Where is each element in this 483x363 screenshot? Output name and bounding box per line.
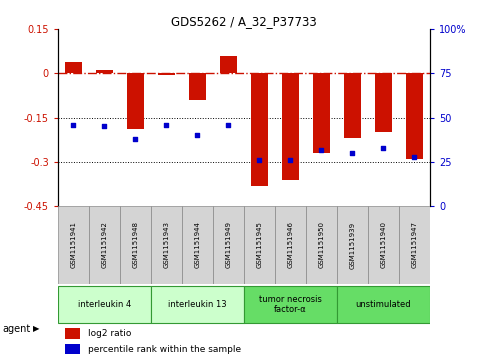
Text: GSM1151943: GSM1151943 [163, 221, 170, 269]
Bar [244, 286, 337, 323]
Bar [65, 343, 80, 354]
Bar [58, 286, 151, 323]
Bar [375, 73, 392, 132]
Bar [182, 206, 213, 284]
Text: GSM1151942: GSM1151942 [101, 221, 107, 268]
Bar [127, 73, 144, 130]
Text: GSM1151941: GSM1151941 [71, 221, 76, 269]
Point [70, 122, 77, 128]
Text: GSM1151939: GSM1151939 [349, 221, 355, 269]
Text: percentile rank within the sample: percentile rank within the sample [88, 344, 241, 354]
Bar [151, 206, 182, 284]
Text: GSM1151946: GSM1151946 [287, 221, 293, 269]
Point [131, 136, 139, 142]
Bar [313, 73, 330, 153]
Text: ▶: ▶ [33, 324, 39, 333]
Point [411, 154, 418, 159]
Bar [89, 206, 120, 284]
Text: agent: agent [2, 323, 30, 334]
Title: GDS5262 / A_32_P37733: GDS5262 / A_32_P37733 [171, 15, 317, 28]
Bar [282, 73, 299, 180]
Point [163, 122, 170, 128]
Bar [344, 73, 361, 138]
Text: tumor necrosis
factor-α: tumor necrosis factor-α [259, 295, 322, 314]
Text: GSM1151947: GSM1151947 [412, 221, 417, 269]
Bar [220, 56, 237, 73]
Bar [251, 73, 268, 185]
Bar [158, 73, 175, 75]
Text: GSM1151949: GSM1151949 [226, 221, 231, 269]
Bar [337, 286, 430, 323]
Point [100, 123, 108, 129]
Bar [337, 206, 368, 284]
Text: GSM1151940: GSM1151940 [381, 221, 386, 269]
Bar [306, 206, 337, 284]
Bar [406, 73, 423, 159]
Bar [244, 206, 275, 284]
Point [194, 132, 201, 138]
Text: GSM1151945: GSM1151945 [256, 221, 262, 268]
Bar [65, 61, 82, 73]
Point [349, 150, 356, 156]
Bar [189, 73, 206, 100]
Text: GSM1151948: GSM1151948 [132, 221, 139, 269]
Text: interleukin 4: interleukin 4 [78, 300, 131, 309]
Bar [213, 206, 244, 284]
Bar [58, 206, 89, 284]
Point [317, 147, 325, 152]
Bar [151, 286, 244, 323]
Point [256, 157, 263, 163]
Bar [368, 206, 399, 284]
Text: GSM1151950: GSM1151950 [318, 221, 325, 269]
Bar [65, 328, 80, 339]
Bar [120, 206, 151, 284]
Text: unstimulated: unstimulated [355, 300, 411, 309]
Point [286, 157, 294, 163]
Point [225, 122, 232, 128]
Text: GSM1151944: GSM1151944 [195, 221, 200, 268]
Bar [275, 206, 306, 284]
Bar [96, 70, 113, 73]
Text: interleukin 13: interleukin 13 [168, 300, 227, 309]
Text: log2 ratio: log2 ratio [88, 329, 131, 338]
Point [380, 145, 387, 151]
Bar [399, 206, 430, 284]
